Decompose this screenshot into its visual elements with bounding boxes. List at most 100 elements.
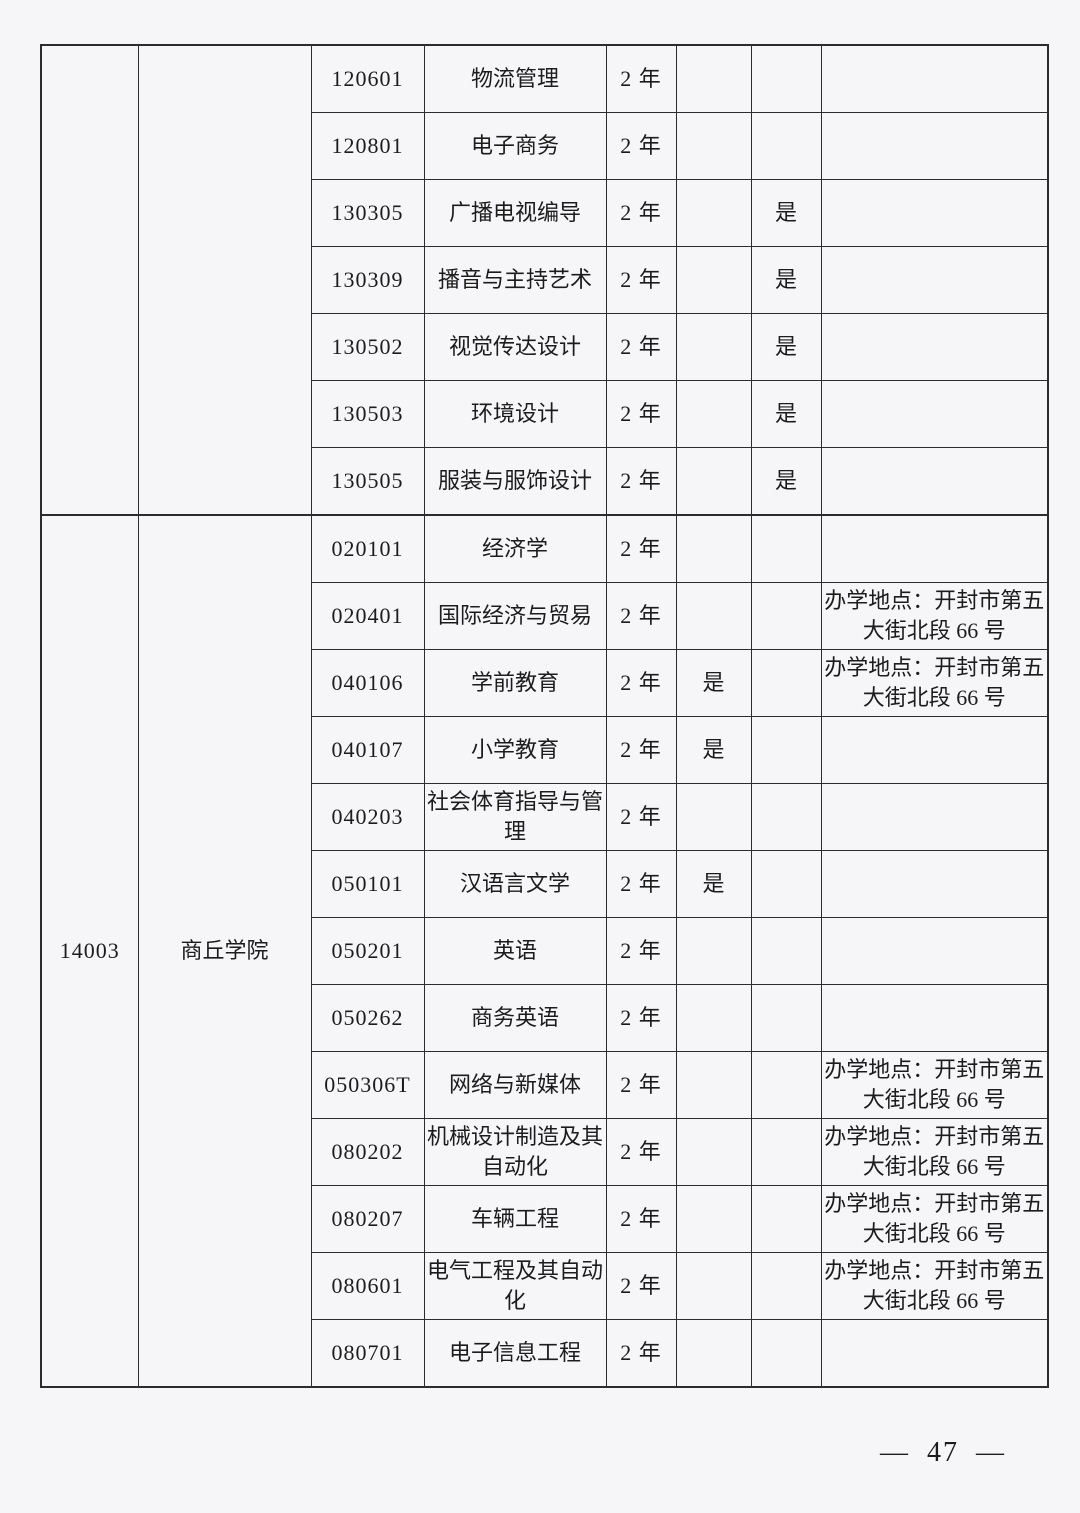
duration-cell: 2 年: [605, 649, 677, 717]
table-row: 080601 电气工程及其自动化 2 年 办学地点：开封市第五大街北段 66 号: [41, 1252, 1049, 1320]
note-cell: [820, 112, 1049, 180]
major-name-cell: 小学教育: [423, 716, 607, 784]
major-name-cell: 汉语言文学: [423, 850, 607, 918]
flag-a-cell: [675, 1051, 752, 1119]
flag-a-cell: [675, 1185, 752, 1253]
note-cell: 办学地点：开封市第五大街北段 66 号: [820, 1252, 1049, 1320]
flag-b-cell: 是: [750, 380, 822, 448]
flag-a-cell: 是: [675, 649, 752, 717]
note-cell: 办学地点：开封市第五大街北段 66 号: [820, 582, 1049, 650]
duration-cell: 2 年: [605, 1319, 677, 1388]
major-name-cell: 播音与主持艺术: [423, 246, 607, 314]
table-row: 130502 视觉传达设计 2 年 是: [41, 313, 1049, 381]
note-cell: [820, 716, 1049, 784]
duration-cell: 2 年: [605, 783, 677, 851]
flag-b-cell: [750, 850, 822, 918]
major-name-cell: 经济学: [423, 514, 607, 583]
major-code-cell: 130305: [310, 179, 425, 247]
table-row: 130305 广播电视编导 2 年 是: [41, 179, 1049, 247]
note-cell: 办学地点：开封市第五大街北段 66 号: [820, 1185, 1049, 1253]
flag-b-cell: [750, 1185, 822, 1253]
major-name-cell: 社会体育指导与管理: [423, 783, 607, 851]
majors-table-body: 120601 物流管理 2 年 120801 电子商务 2 年 130305 广…: [40, 44, 1049, 1388]
duration-cell: 2 年: [605, 917, 677, 985]
duration-cell: 2 年: [605, 716, 677, 784]
table-row: 050201 英语 2 年: [41, 917, 1049, 985]
flag-a-cell: [675, 1252, 752, 1320]
flag-a-cell: [675, 984, 752, 1052]
flag-b-cell: [750, 1319, 822, 1388]
major-code-cell: 040107: [310, 716, 425, 784]
major-name-cell: 网络与新媒体: [423, 1051, 607, 1119]
major-code-cell: 130502: [310, 313, 425, 381]
major-code-cell: 050306T: [310, 1051, 425, 1119]
flag-b-cell: [750, 1051, 822, 1119]
major-code-cell: 130503: [310, 380, 425, 448]
major-code-cell: 050262: [310, 984, 425, 1052]
major-name-cell: 国际经济与贸易: [423, 582, 607, 650]
major-code-cell: 050201: [310, 917, 425, 985]
note-cell: [820, 917, 1049, 985]
note-cell: 办学地点：开封市第五大街北段 66 号: [820, 1118, 1049, 1186]
school-name-cell: 商丘学院: [137, 514, 312, 1388]
table-row: 080701 电子信息工程 2 年: [41, 1319, 1049, 1388]
note-cell: [820, 514, 1049, 583]
duration-cell: 2 年: [605, 582, 677, 650]
duration-cell: 2 年: [605, 1051, 677, 1119]
major-name-cell: 视觉传达设计: [423, 313, 607, 381]
major-code-cell: 080601: [310, 1252, 425, 1320]
school-code-cell: 14003: [40, 514, 139, 1388]
major-name-cell: 电气工程及其自动化: [423, 1252, 607, 1320]
duration-cell: 2 年: [605, 179, 677, 247]
duration-cell: 2 年: [605, 850, 677, 918]
major-code-cell: 040203: [310, 783, 425, 851]
major-code-cell: 120601: [310, 44, 425, 113]
flag-b-cell: [750, 984, 822, 1052]
major-code-cell: 080207: [310, 1185, 425, 1253]
note-cell: [820, 984, 1049, 1052]
flag-a-cell: [675, 246, 752, 314]
table-row: 050262 商务英语 2 年: [41, 984, 1049, 1052]
duration-cell: 2 年: [605, 246, 677, 314]
flag-a-cell: [675, 447, 752, 516]
flag-a-cell: [675, 179, 752, 247]
note-cell: [820, 313, 1049, 381]
table-row: 020401 国际经济与贸易 2 年 办学地点：开封市第五大街北段 66 号: [41, 582, 1049, 650]
major-name-cell: 服装与服饰设计: [423, 447, 607, 516]
duration-cell: 2 年: [605, 1118, 677, 1186]
major-name-cell: 英语: [423, 917, 607, 985]
major-code-cell: 050101: [310, 850, 425, 918]
major-code-cell: 020401: [310, 582, 425, 650]
flag-b-cell: [750, 514, 822, 583]
flag-a-cell: [675, 1319, 752, 1388]
major-code-cell: 080202: [310, 1118, 425, 1186]
flag-a-cell: [675, 112, 752, 180]
major-code-cell: 040106: [310, 649, 425, 717]
school-code-cell: [40, 44, 139, 516]
duration-cell: 2 年: [605, 1252, 677, 1320]
flag-a-cell: [675, 514, 752, 583]
major-name-cell: 车辆工程: [423, 1185, 607, 1253]
major-name-cell: 电子信息工程: [423, 1319, 607, 1388]
flag-b-cell: [750, 44, 822, 113]
duration-cell: 2 年: [605, 112, 677, 180]
major-code-cell: 120801: [310, 112, 425, 180]
major-code-cell: 080701: [310, 1319, 425, 1388]
majors-table: 120601 物流管理 2 年 120801 电子商务 2 年 130305 广…: [40, 44, 1049, 1388]
duration-cell: 2 年: [605, 380, 677, 448]
flag-b-cell: 是: [750, 313, 822, 381]
note-cell: [820, 44, 1049, 113]
table-row: 080207 车辆工程 2 年 办学地点：开封市第五大街北段 66 号: [41, 1185, 1049, 1253]
major-code-cell: 130505: [310, 447, 425, 516]
table-row: 120601 物流管理 2 年: [40, 44, 1049, 516]
major-name-cell: 电子商务: [423, 112, 607, 180]
flag-b-cell: [750, 1252, 822, 1320]
flag-b-cell: [750, 917, 822, 985]
major-name-cell: 物流管理: [423, 44, 607, 113]
note-cell: [820, 447, 1049, 516]
major-name-cell: 机械设计制造及其自动化: [423, 1118, 607, 1186]
major-name-cell: 商务英语: [423, 984, 607, 1052]
flag-b-cell: 是: [750, 246, 822, 314]
duration-cell: 2 年: [605, 44, 677, 113]
